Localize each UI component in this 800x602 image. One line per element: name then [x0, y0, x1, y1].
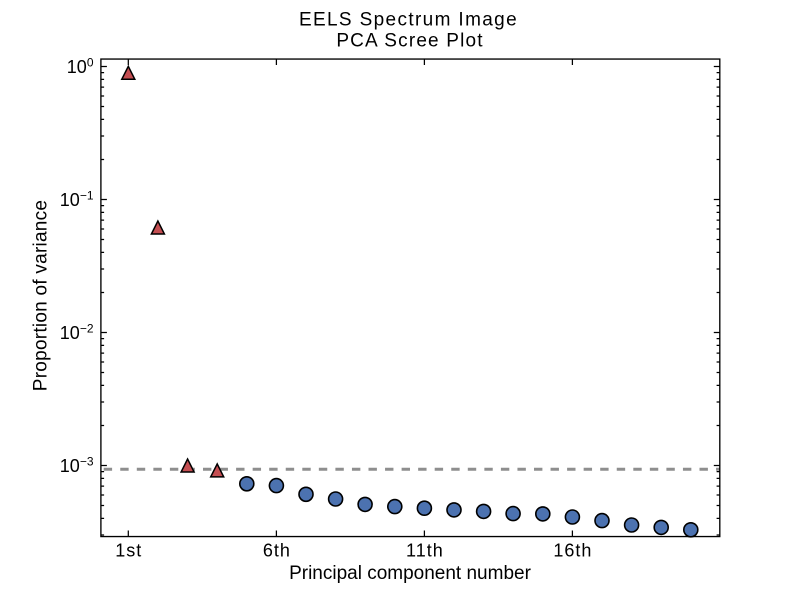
svg-text:1st: 1st: [115, 541, 142, 561]
svg-text:Principal component number: Principal component number: [289, 563, 532, 584]
svg-text:16th: 16th: [553, 541, 592, 561]
svg-text:PCA Scree Plot: PCA Scree Plot: [336, 31, 483, 52]
svg-text:Proportion of variance: Proportion of variance: [30, 200, 51, 391]
svg-text:6th: 6th: [263, 541, 291, 561]
svg-text:11th: 11th: [406, 541, 444, 561]
svg-text:EELS Spectrum Image: EELS Spectrum Image: [299, 9, 518, 30]
